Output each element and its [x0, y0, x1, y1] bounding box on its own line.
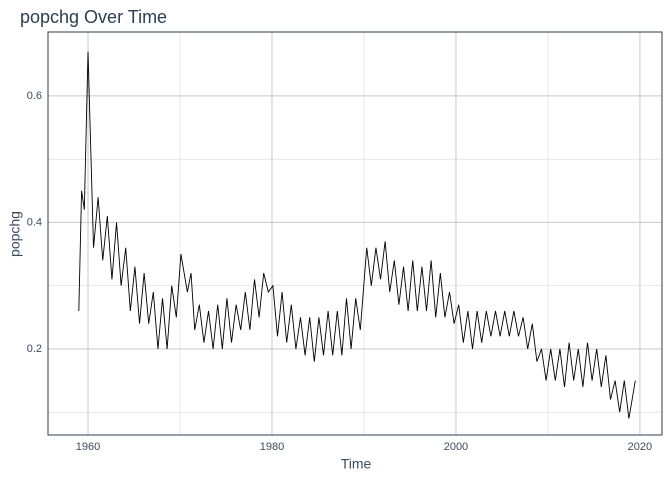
y-tick-label: 0.2	[27, 343, 42, 355]
y-tick-label: 0.4	[27, 216, 42, 228]
x-tick-label: 1980	[260, 441, 284, 453]
y-tick-label: 0.6	[27, 90, 42, 102]
chart-title: popchg Over Time	[20, 7, 167, 27]
panel-border	[47, 31, 663, 436]
x-tick-label: 2020	[628, 441, 652, 453]
x-tick-label: 2000	[444, 441, 468, 453]
x-axis-label: Time	[341, 456, 372, 472]
y-axis-label: popchg	[7, 211, 23, 257]
data-line	[78, 51, 636, 419]
x-tick-label: 1960	[76, 441, 100, 453]
